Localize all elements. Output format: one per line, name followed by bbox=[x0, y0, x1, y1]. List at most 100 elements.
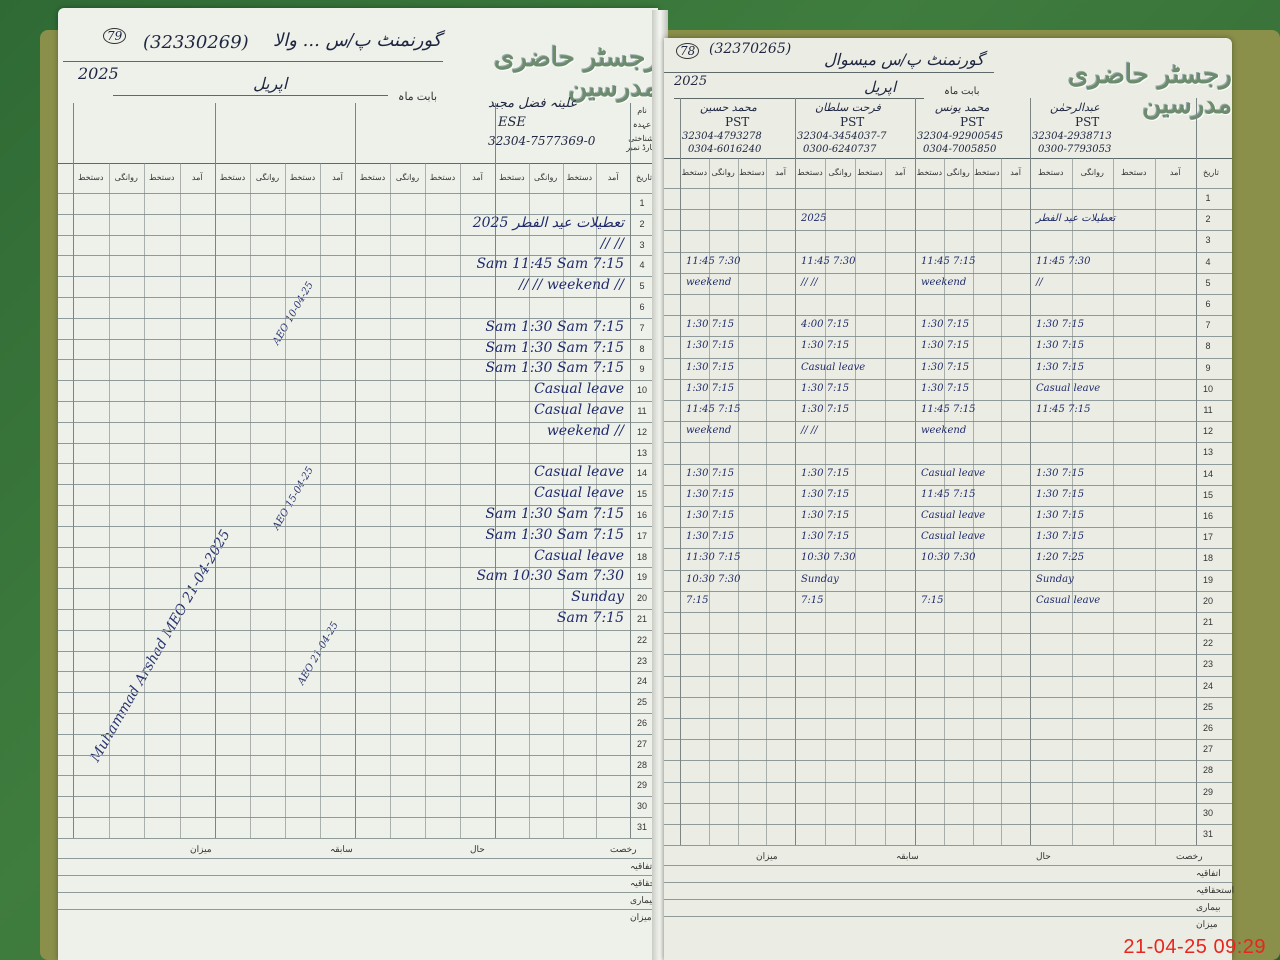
teacher-name: محمد حسین bbox=[700, 101, 757, 114]
row-rule bbox=[58, 588, 658, 590]
teacher-name: فرحت سلطان bbox=[815, 101, 881, 114]
row-rule bbox=[664, 590, 1232, 592]
date-number: 2 bbox=[1205, 214, 1211, 225]
column-header: روانگی bbox=[255, 173, 280, 182]
row-rule bbox=[664, 378, 1232, 380]
row-rule bbox=[58, 733, 658, 735]
summary-row-label: بیماری bbox=[1196, 902, 1221, 913]
attendance-entry: 11:45 7:30 bbox=[1036, 255, 1091, 267]
attendance-entry: 11:45 7:15 bbox=[921, 255, 976, 267]
column-header: دستخط bbox=[681, 168, 708, 177]
column-rule bbox=[1196, 98, 1197, 846]
row-rule bbox=[664, 739, 1232, 741]
attendance-entry: 1:30 7:15 bbox=[1036, 467, 1085, 479]
date-number: 1 bbox=[1205, 193, 1211, 203]
school-name: گورنمنٹ پ/س ... والا bbox=[273, 30, 442, 51]
date-number: 16 bbox=[636, 510, 647, 520]
summary-rule bbox=[664, 882, 1232, 884]
header-rule bbox=[664, 158, 1232, 159]
row-rule bbox=[664, 675, 1232, 677]
row-rule bbox=[58, 692, 658, 694]
subcolumn-rule bbox=[108, 163, 110, 838]
date-number: 26 bbox=[1202, 723, 1213, 733]
row-rule bbox=[58, 297, 658, 298]
date-number: 17 bbox=[636, 530, 647, 541]
row-rule bbox=[664, 718, 1232, 719]
row-rule bbox=[664, 760, 1232, 762]
emis-code: (32330269) bbox=[143, 32, 249, 53]
register-title: رجسٹر حاضری مدرسین bbox=[494, 43, 658, 103]
date-number: 10 bbox=[636, 385, 647, 396]
attendance-entry: Sunday bbox=[571, 589, 624, 606]
teacher-phone: 0304-6016240 bbox=[688, 144, 762, 155]
summary-header: حال bbox=[470, 843, 485, 854]
date-number: 27 bbox=[1202, 744, 1213, 755]
date-number: 28 bbox=[1202, 765, 1213, 776]
signature-stamp: AEO 10-04-25 bbox=[270, 280, 316, 347]
date-number: 16 bbox=[1202, 511, 1213, 521]
teacher-designation: PST bbox=[1075, 115, 1100, 129]
row-rule bbox=[58, 775, 658, 777]
subcolumn-rule bbox=[320, 163, 321, 838]
summary-header: حال bbox=[1036, 851, 1051, 862]
attendance-entry: 1:30 7:15 bbox=[1036, 340, 1085, 352]
attendance-entry: 1:30 7:15 bbox=[801, 531, 850, 543]
date-number: 9 bbox=[1205, 362, 1211, 373]
date-number: 30 bbox=[1202, 807, 1213, 818]
date-number: 2 bbox=[639, 218, 645, 229]
column-header: روانگی bbox=[533, 173, 558, 182]
summary-row-label: میزان bbox=[630, 911, 652, 922]
attendance-entry: Casual leave bbox=[1036, 382, 1101, 394]
row-rule bbox=[58, 255, 658, 257]
date-number: 4 bbox=[1205, 256, 1211, 267]
teacher-name: محمد یونس bbox=[935, 101, 990, 114]
summary-header: میزان bbox=[190, 843, 212, 854]
row-rule bbox=[58, 317, 658, 319]
row-rule bbox=[58, 463, 658, 465]
column-rule bbox=[73, 103, 74, 838]
row-rule bbox=[664, 442, 1232, 444]
row-rule bbox=[58, 401, 658, 402]
school-name: گورنمنٹ پ/س میسوال bbox=[824, 50, 985, 69]
column-rule bbox=[495, 103, 496, 838]
date-number: 24 bbox=[1202, 680, 1213, 691]
column-rule bbox=[915, 98, 916, 846]
summary-rule bbox=[58, 908, 658, 910]
right-page: رجسٹر حاضری مدرسین 78 (32370265) گورنمنٹ… bbox=[664, 38, 1234, 960]
row-rule bbox=[664, 421, 1232, 423]
date-number: 20 bbox=[1202, 595, 1213, 606]
row-rule bbox=[664, 251, 1232, 253]
summary-header: رخصت bbox=[1176, 851, 1203, 862]
row-rule bbox=[664, 230, 1232, 232]
date-number: 7 bbox=[639, 322, 645, 333]
attendance-entry: 7:15 bbox=[921, 594, 944, 606]
subcolumn-rule bbox=[708, 158, 710, 846]
column-header: دستخط bbox=[1038, 168, 1064, 177]
attendance-entry: // // bbox=[600, 235, 624, 252]
summary-row-label: اتفاقیہ bbox=[630, 860, 655, 871]
row-rule bbox=[664, 484, 1232, 486]
date-number: 9 bbox=[639, 364, 645, 375]
attendance-entry: 2025 bbox=[801, 213, 827, 225]
date-number: 29 bbox=[1202, 786, 1213, 797]
date-number: 19 bbox=[1202, 574, 1213, 585]
attendance-entry: 1:30 7:15 bbox=[801, 382, 850, 394]
month-label: بابت ماہ bbox=[944, 86, 980, 97]
attendance-entry: Casual leave bbox=[801, 361, 866, 373]
column-header: دستخط bbox=[359, 173, 386, 182]
attendance-entry: Sunday bbox=[801, 573, 839, 585]
row-rule bbox=[664, 781, 1232, 783]
attendance-entry: 1:30 7:15 bbox=[686, 510, 735, 521]
attendance-entry: weekend bbox=[921, 276, 967, 288]
summary-header: سابقہ bbox=[330, 843, 353, 854]
subcolumn-rule bbox=[1071, 158, 1073, 846]
teacher-designation: PST bbox=[725, 115, 750, 129]
label-name: نام bbox=[637, 106, 647, 115]
attendance-entry: 10:30 7:30 bbox=[686, 573, 741, 585]
column-header: دستخط bbox=[916, 168, 943, 177]
subcolumn-rule bbox=[766, 158, 768, 846]
column-header: آمد bbox=[191, 173, 203, 182]
register-title: رجسٹر حاضری مدرسین bbox=[1068, 60, 1232, 120]
attendance-entry: 1:30 7:15 bbox=[801, 488, 850, 500]
teacher-cnic: 32304-92900545 bbox=[917, 131, 1004, 142]
